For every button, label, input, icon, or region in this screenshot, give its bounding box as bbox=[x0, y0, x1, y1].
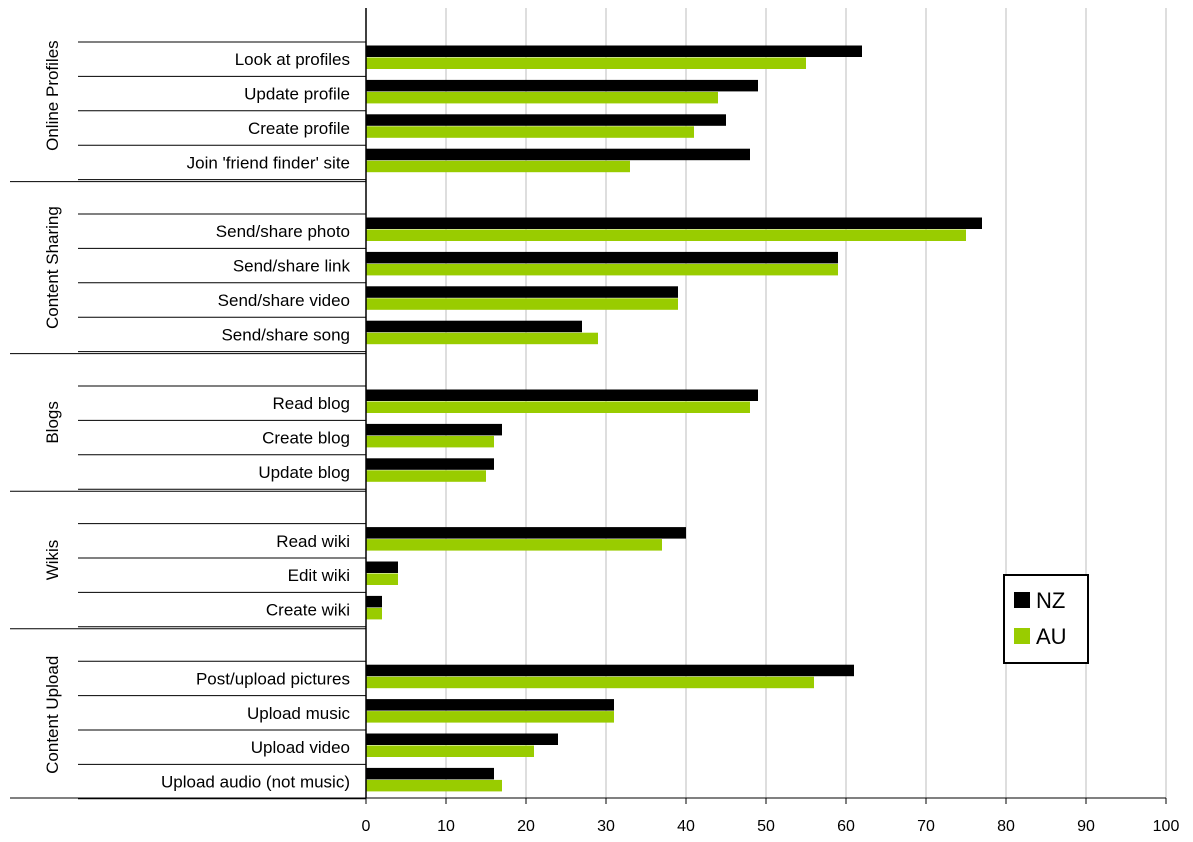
row-labels: Look at profiles Update profile Create pro… bbox=[161, 50, 350, 791]
bar-au-create-profile bbox=[366, 126, 694, 138]
x-tick-label: 30 bbox=[597, 818, 615, 835]
group-label-wikis: Wikis bbox=[43, 540, 62, 581]
bar-au-upload-audio-not-music bbox=[366, 779, 502, 792]
legend-label-nz: NZ bbox=[1036, 588, 1065, 613]
group-label-content-sharing: Content Sharing bbox=[43, 206, 62, 329]
bar-au-join-friend-finder-site bbox=[366, 160, 630, 173]
legend: NZ AU bbox=[1003, 574, 1089, 664]
bar-nz-update-blog bbox=[366, 458, 494, 470]
bar-nz-join-friend-finder-site bbox=[366, 148, 750, 161]
bar-au-look-at-profiles bbox=[366, 57, 806, 69]
bar-nz-update-profile bbox=[366, 79, 758, 92]
row-label-send-share-link: Send/share link bbox=[233, 257, 351, 276]
bar-au-post-upload-pictures bbox=[366, 676, 814, 689]
bar-au-read-wiki bbox=[366, 539, 662, 551]
bar-au-edit-wiki bbox=[366, 573, 398, 585]
bar-nz-upload-music bbox=[366, 699, 614, 711]
row-label-update-blog: Update blog bbox=[258, 463, 350, 482]
group-labels: Online Profiles Content Sharing Blogs Wikis… bbox=[43, 40, 62, 774]
x-tick-label: 90 bbox=[1077, 818, 1095, 835]
row-label-send-share-photo: Send/share photo bbox=[216, 222, 350, 241]
row-label-create-wiki: Create wiki bbox=[266, 601, 350, 620]
row-label-upload-audio-not-music: Upload audio (not music) bbox=[161, 773, 350, 792]
x-tick-label: 70 bbox=[917, 818, 935, 835]
bar-nz-send-share-song bbox=[366, 320, 582, 333]
bar-nz-send-share-photo bbox=[366, 217, 982, 229]
bar-nz-post-upload-pictures bbox=[366, 664, 854, 677]
row-label-upload-video: Upload video bbox=[251, 738, 350, 757]
bar-au-upload-music bbox=[366, 711, 614, 723]
x-tick-label: 100 bbox=[1153, 818, 1180, 835]
row-label-read-blog: Read blog bbox=[272, 394, 350, 413]
bar-au-update-profile bbox=[366, 91, 718, 104]
x-tick-label: 60 bbox=[837, 818, 855, 835]
bars bbox=[366, 45, 982, 792]
bar-au-update-blog bbox=[366, 470, 486, 482]
x-tick-label: 50 bbox=[757, 818, 775, 835]
bar-nz-create-profile bbox=[366, 114, 726, 126]
legend-swatch-nz bbox=[1014, 592, 1030, 608]
x-tick-label: 80 bbox=[997, 818, 1015, 835]
group-label-blogs: Blogs bbox=[43, 401, 62, 444]
bar-nz-send-share-video bbox=[366, 286, 678, 298]
x-tick-label: 40 bbox=[677, 818, 695, 835]
row-label-create-blog: Create blog bbox=[262, 429, 350, 448]
row-label-post-upload-pictures: Post/upload pictures bbox=[196, 669, 350, 688]
row-label-send-share-song: Send/share song bbox=[221, 325, 350, 344]
bar-nz-upload-video bbox=[366, 733, 558, 745]
legend-label-au: AU bbox=[1036, 624, 1067, 649]
legend-box bbox=[1003, 574, 1089, 664]
x-tick-label: 20 bbox=[517, 818, 535, 835]
x-axis-ticks: 0 10 20 30 40 50 60 70 80 90 100 bbox=[362, 798, 1180, 835]
row-separators bbox=[10, 41, 366, 800]
group-label-content-upload: Content Upload bbox=[43, 656, 62, 774]
row-label-upload-music: Upload music bbox=[247, 704, 350, 723]
row-label-edit-wiki: Edit wiki bbox=[288, 566, 350, 585]
bar-nz-create-wiki bbox=[366, 595, 382, 608]
x-tick-label: 0 bbox=[362, 818, 371, 835]
bar-au-send-share-photo bbox=[366, 229, 966, 241]
row-label-update-profile: Update profile bbox=[244, 85, 350, 104]
bar-nz-edit-wiki bbox=[366, 561, 398, 573]
gridlines bbox=[445, 8, 1167, 798]
row-label-read-wiki: Read wiki bbox=[276, 532, 350, 551]
row-label-create-profile: Create profile bbox=[248, 119, 350, 138]
x-tick-label: 10 bbox=[437, 818, 455, 835]
bar-au-send-share-link bbox=[366, 263, 838, 276]
legend-swatch-au bbox=[1014, 628, 1030, 644]
bar-au-send-share-video bbox=[366, 298, 678, 310]
bar-nz-create-blog bbox=[366, 423, 502, 436]
bar-au-read-blog bbox=[366, 401, 750, 413]
bar-nz-upload-audio-not-music bbox=[366, 767, 494, 780]
bar-nz-read-wiki bbox=[366, 527, 686, 539]
row-label-send-share-video: Send/share video bbox=[218, 291, 350, 310]
bar-nz-send-share-link bbox=[366, 251, 838, 264]
bar-au-create-wiki bbox=[366, 607, 382, 620]
bar-au-create-blog bbox=[366, 435, 494, 448]
axes bbox=[10, 8, 1166, 799]
bar-nz-read-blog bbox=[366, 389, 758, 401]
row-label-look-at-profiles: Look at profiles bbox=[235, 50, 350, 69]
row-label-join-friend-finder-site: Join 'friend finder' site bbox=[187, 153, 350, 172]
group-label-online-profiles: Online Profiles bbox=[43, 40, 62, 151]
bar-au-upload-video bbox=[366, 745, 534, 757]
bar-au-send-share-song bbox=[366, 332, 598, 345]
bar-nz-look-at-profiles bbox=[366, 45, 862, 57]
